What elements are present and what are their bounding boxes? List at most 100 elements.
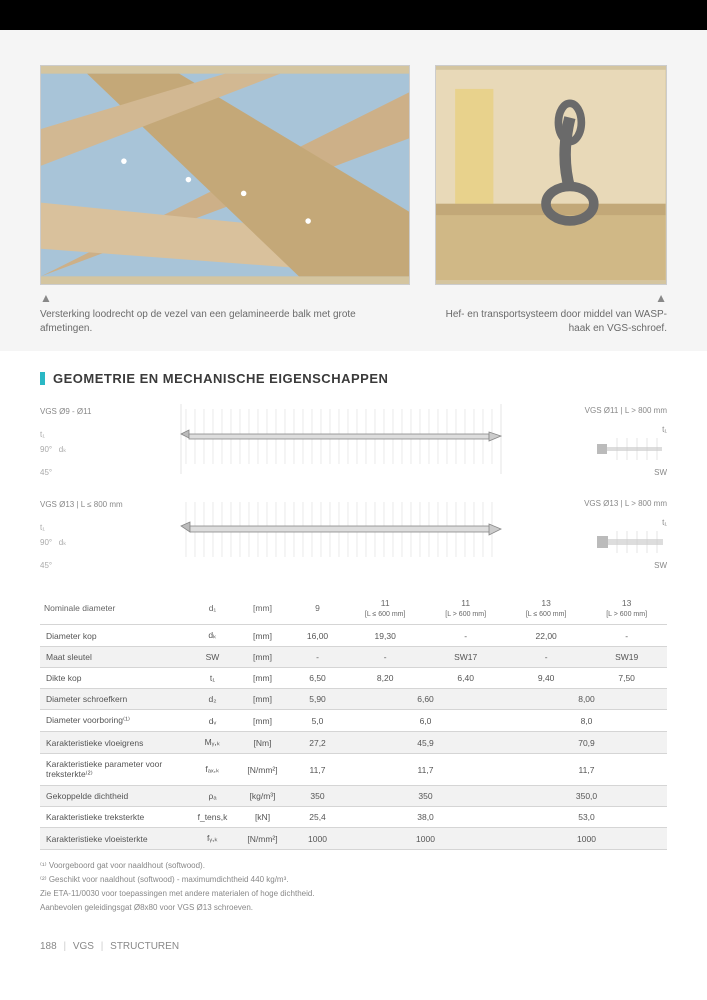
footnotes: ⁽¹⁾ Voorgeboord gat voor naaldhout (soft… xyxy=(40,860,667,914)
accent-bar-icon xyxy=(40,372,45,385)
table-cell: [mm] xyxy=(235,668,290,689)
section-heading: GEOMETRIE EN MECHANISCHE EIGENSCHAPPEN xyxy=(40,371,667,386)
table-cell: 70,9 xyxy=(506,732,667,754)
col-symbol: d₁ xyxy=(190,592,235,625)
table-cell: 5,0 xyxy=(290,710,345,732)
table-cell: [kg/m³] xyxy=(235,786,290,807)
table-cell: Diameter voorboring⁽¹⁾ xyxy=(40,710,190,732)
header-black-bar xyxy=(0,0,707,30)
caret-up-icon: ▲ xyxy=(435,291,667,305)
diagram-label-right-2: VGS Ø13 | L > 800 mm t₁ SW xyxy=(547,499,667,570)
diagram-label-left-2: VGS Ø13 | L ≤ 800 mm t₁ 90° dₖ 45° xyxy=(40,500,135,570)
table-cell: [kN] xyxy=(235,807,290,828)
table-cell: 1000 xyxy=(506,828,667,850)
table-row: Diameter kopdₖ[mm]16,0019,30-22,00- xyxy=(40,625,667,647)
table-cell: [mm] xyxy=(235,647,290,668)
table-cell: - xyxy=(290,647,345,668)
image-right xyxy=(435,65,667,285)
table-cell: Diameter kop xyxy=(40,625,190,647)
screw-diagram-1 xyxy=(135,404,547,474)
table-cell: [mm] xyxy=(235,625,290,647)
table-row: Diameter schroefkernd₂[mm]5,906,608,00 xyxy=(40,689,667,710)
table-cell: 16,00 xyxy=(290,625,345,647)
table-cell: SW xyxy=(190,647,235,668)
wood-beam-illustration xyxy=(41,66,409,284)
table-cell: [Nm] xyxy=(235,732,290,754)
table-cell: Gekoppelde dichtheid xyxy=(40,786,190,807)
table-cell: 8,0 xyxy=(506,710,667,732)
table-cell: 350 xyxy=(345,786,506,807)
image-gallery: ▲ Versterking loodrecht op de vezel van … xyxy=(0,30,707,351)
table-cell: 7,50 xyxy=(586,668,667,689)
divider-icon: | xyxy=(97,941,108,952)
table-cell: 6,60 xyxy=(345,689,506,710)
diagram-label-right-1: VGS Ø11 | L > 800 mm t₁ SW xyxy=(547,406,667,477)
col-11b: 11[L > 600 mm] xyxy=(425,592,506,625)
screw-diagram-2 xyxy=(135,497,547,567)
table-cell: - xyxy=(586,625,667,647)
col-11a: 11[L ≤ 600 mm] xyxy=(345,592,425,625)
table-cell: 45,9 xyxy=(345,732,506,754)
page-footer: 188 | VGS | STRUCTUREN xyxy=(0,931,707,967)
footnote-2: ⁽²⁾ Geschikt voor naaldhout (softwood) -… xyxy=(40,874,667,886)
hex-head-diagram-2 xyxy=(597,529,667,555)
footer-category: STRUCTUREN xyxy=(110,941,179,952)
footer-product: VGS xyxy=(73,941,94,952)
main-content: GEOMETRIE EN MECHANISCHE EIGENSCHAPPEN V… xyxy=(0,351,707,931)
col-13b: 13[L > 600 mm] xyxy=(586,592,667,625)
table-cell: 1000 xyxy=(345,828,506,850)
table-cell: 6,40 xyxy=(425,668,506,689)
table-cell: 5,90 xyxy=(290,689,345,710)
table-cell: Mᵧ,ₖ xyxy=(190,732,235,754)
table-header-row: Nominale diameter d₁ [mm] 9 11[L ≤ 600 m… xyxy=(40,592,667,625)
table-cell: [mm] xyxy=(235,710,290,732)
table-row: Karakteristieke treksterktef_tens,k[kN]2… xyxy=(40,807,667,828)
footnote-4: Aanbevolen geleidingsgat Ø8x80 voor VGS … xyxy=(40,902,667,914)
spec-table: Nominale diameter d₁ [mm] 9 11[L ≤ 600 m… xyxy=(40,592,667,850)
table-cell: 350,0 xyxy=(506,786,667,807)
image-caption-right: Hef- en transportsysteem door middel van… xyxy=(435,308,667,336)
diagram-label-left-1: VGS Ø9 - Ø11 t₁ 90° dₖ 45° xyxy=(40,407,135,477)
image-col-left: ▲ Versterking loodrecht op de vezel van … xyxy=(40,65,410,336)
table-cell: dₖ xyxy=(190,625,235,647)
table-cell: SW17 xyxy=(425,647,506,668)
table-cell: 8,20 xyxy=(345,668,425,689)
table-cell: 38,0 xyxy=(345,807,506,828)
hook-illustration xyxy=(436,66,666,284)
col-unit: [mm] xyxy=(235,592,290,625)
diagram-area: VGS Ø9 - Ø11 t₁ 90° dₖ 45° xyxy=(40,404,667,572)
caret-up-icon: ▲ xyxy=(40,291,410,305)
table-cell: - xyxy=(345,647,425,668)
table-cell: - xyxy=(425,625,506,647)
table-cell: 6,50 xyxy=(290,668,345,689)
table-cell: t₁ xyxy=(190,668,235,689)
table-cell: - xyxy=(506,647,586,668)
table-cell: Karakteristieke vloeisterkte xyxy=(40,828,190,850)
diagram-row-2: VGS Ø13 | L ≤ 800 mm t₁ 90° dₖ 45° xyxy=(40,497,667,572)
table-cell: [N/mm²] xyxy=(235,828,290,850)
table-cell: fₐₓ,ₖ xyxy=(190,754,235,786)
table-row: Karakteristieke parameter voor treksterk… xyxy=(40,754,667,786)
table-row: Diameter voorboring⁽¹⁾dᵥ[mm]5,06,08,0 xyxy=(40,710,667,732)
table-cell: Diameter schroefkern xyxy=(40,689,190,710)
table-cell: [mm] xyxy=(235,689,290,710)
table-row: Karakteristieke vloeisterktefᵧ,ₖ[N/mm²]1… xyxy=(40,828,667,850)
hex-head-diagram-1 xyxy=(597,436,667,462)
table-cell: 19,30 xyxy=(345,625,425,647)
table-row: Maat sleutelSW[mm]--SW17-SW19 xyxy=(40,647,667,668)
table-cell: 27,2 xyxy=(290,732,345,754)
divider-icon: | xyxy=(59,941,70,952)
table-cell: 350 xyxy=(290,786,345,807)
table-cell: 11,7 xyxy=(290,754,345,786)
table-cell: 1000 xyxy=(290,828,345,850)
section-title: GEOMETRIE EN MECHANISCHE EIGENSCHAPPEN xyxy=(53,371,388,386)
page-number: 188 xyxy=(40,941,57,952)
col-nominal: Nominale diameter xyxy=(40,592,190,625)
table-row: Gekoppelde dichtheidρₐ[kg/m³]350350350,0 xyxy=(40,786,667,807)
table-cell: ρₐ xyxy=(190,786,235,807)
table-cell: Karakteristieke vloeigrens xyxy=(40,732,190,754)
table-cell: 22,00 xyxy=(506,625,586,647)
table-cell: Maat sleutel xyxy=(40,647,190,668)
image-col-right: ▲ Hef- en transportsysteem door middel v… xyxy=(435,65,667,336)
table-cell: Karakteristieke treksterkte xyxy=(40,807,190,828)
